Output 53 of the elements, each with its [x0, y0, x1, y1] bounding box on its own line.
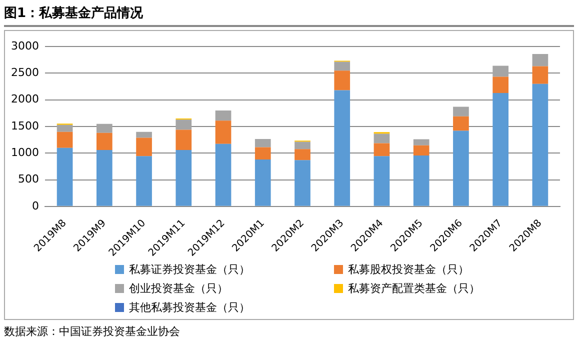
bar — [136, 138, 152, 156]
bar — [492, 66, 508, 77]
bar — [532, 54, 548, 66]
bar — [254, 160, 271, 206]
bar — [334, 90, 350, 206]
bar — [96, 124, 112, 133]
y-tick-label: 1000 — [10, 146, 39, 160]
chart-title: 图1：私募基金产品情况 — [4, 4, 574, 27]
bar — [96, 132, 112, 150]
bar — [374, 134, 390, 144]
bar — [215, 110, 232, 121]
bar — [294, 160, 310, 206]
legend-label: 创业投资基金（只） — [129, 281, 228, 296]
y-tick-label: 500 — [18, 172, 39, 186]
bar — [453, 116, 469, 131]
bar — [176, 120, 192, 130]
bar — [136, 132, 152, 138]
bar — [56, 132, 73, 148]
bar — [413, 156, 430, 206]
bar — [334, 62, 350, 71]
bar — [453, 130, 469, 206]
legend-label: 私募证券投资基金（只） — [129, 262, 250, 277]
bar — [176, 150, 192, 206]
bar — [56, 148, 73, 206]
bar — [334, 70, 350, 90]
bar — [453, 106, 469, 116]
source-note: 数据来源：中国证券投资基金业协会 — [4, 324, 181, 339]
bar — [413, 145, 430, 156]
bar — [294, 142, 310, 150]
bar — [374, 143, 390, 156]
bar — [374, 156, 390, 206]
bar — [532, 66, 548, 84]
legend-label: 私募资产配置类基金（只） — [348, 281, 480, 296]
bar — [254, 139, 271, 148]
y-tick-label: 2500 — [10, 66, 39, 80]
bar — [56, 124, 73, 132]
bar — [136, 156, 152, 206]
legend-label: 其他私募投资基金（只） — [129, 300, 250, 315]
bar — [215, 120, 232, 144]
y-tick-label: 1500 — [10, 119, 39, 132]
bar — [413, 139, 430, 146]
y-tick-label: 0 — [32, 199, 39, 212]
bar — [532, 84, 548, 206]
legend-label: 私募股权投资基金（只） — [348, 262, 469, 277]
bar — [176, 130, 192, 150]
bar — [294, 149, 310, 160]
y-tick-label: 3000 — [10, 39, 39, 52]
bar — [492, 76, 508, 93]
bar — [492, 92, 508, 206]
bar — [96, 150, 112, 206]
bar — [215, 144, 232, 206]
bar — [254, 147, 271, 160]
y-tick-label: 2000 — [10, 92, 39, 106]
